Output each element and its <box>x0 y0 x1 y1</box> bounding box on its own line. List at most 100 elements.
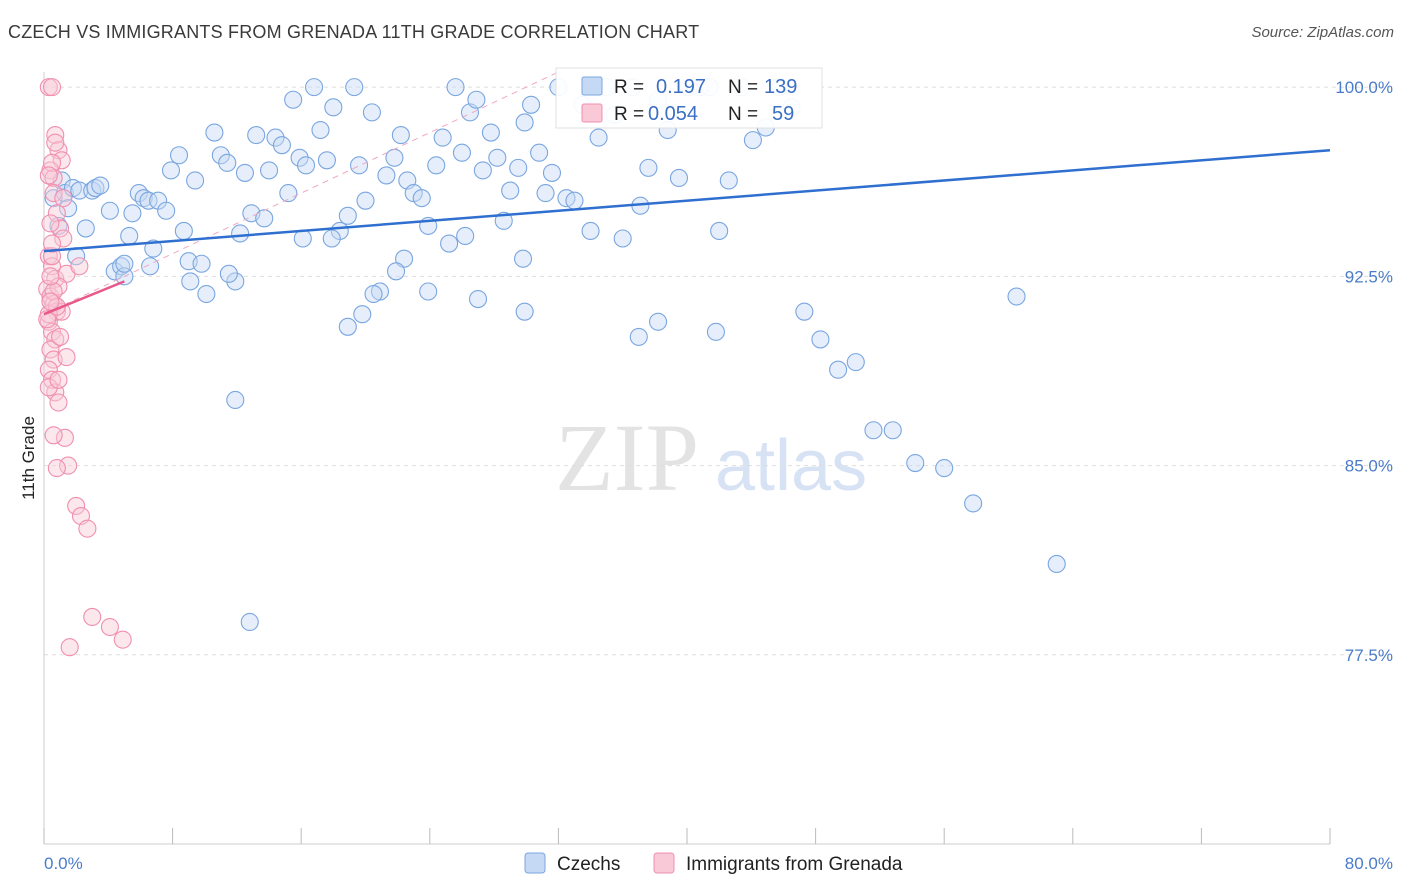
point-czechs <box>356 191 375 210</box>
point-czechs <box>186 171 205 190</box>
point-czechs <box>86 179 105 198</box>
point-grenada <box>39 166 58 185</box>
point-czechs <box>639 158 658 177</box>
point-czechs <box>317 151 336 170</box>
point-czechs <box>629 327 648 346</box>
point-grenada <box>41 340 60 359</box>
point-czechs <box>513 249 533 268</box>
point-czechs <box>311 120 330 140</box>
point-czechs <box>385 148 404 167</box>
legend-n-label-grenada: N = <box>728 104 758 125</box>
point-grenada <box>83 607 102 626</box>
point-czechs <box>211 146 230 165</box>
point-czechs <box>161 161 181 180</box>
point-czechs <box>192 254 211 273</box>
point-czechs <box>536 184 555 203</box>
point-czechs <box>488 148 507 167</box>
point-czechs <box>324 98 343 117</box>
legend-r-value-czechs: 0.197 <box>656 76 706 98</box>
source-label: Source: ZipAtlas.com <box>1251 24 1394 41</box>
point-czechs <box>218 153 237 172</box>
point-czechs <box>44 189 63 208</box>
point-czechs <box>120 226 139 246</box>
point-czechs <box>279 184 298 203</box>
point-czechs <box>345 78 364 97</box>
point-grenada <box>60 638 79 657</box>
point-grenada <box>42 234 62 253</box>
point-grenada <box>78 519 97 538</box>
point-czechs <box>412 189 431 208</box>
point-grenada <box>44 426 63 445</box>
point-czechs <box>123 204 142 223</box>
point-grenada <box>46 133 65 152</box>
point-czechs <box>240 612 259 632</box>
x-axis-ticks <box>43 828 1331 844</box>
bottom-legend-swatch-grenada <box>653 852 675 874</box>
point-czechs <box>515 302 534 321</box>
point-czechs <box>710 221 729 240</box>
legend-r-label-czechs: R = <box>614 77 644 98</box>
point-czechs <box>129 184 148 203</box>
legend-n-label-czechs: N = <box>728 77 758 98</box>
point-czechs <box>197 284 216 304</box>
point-grenada <box>47 459 66 478</box>
point-czechs <box>255 209 274 228</box>
point-czechs <box>456 226 475 246</box>
point-czechs <box>141 257 160 276</box>
point-czechs <box>100 201 119 220</box>
point-czechs <box>338 206 357 225</box>
point-czechs <box>515 113 534 132</box>
point-grenada <box>49 370 68 389</box>
point-czechs <box>743 131 762 150</box>
point-czechs <box>139 191 158 210</box>
point-czechs <box>338 317 357 336</box>
point-czechs <box>350 156 369 175</box>
point-grenada <box>44 184 63 203</box>
point-czechs <box>144 239 163 258</box>
watermark: ZIP atlas <box>555 404 867 511</box>
trendlines <box>43 71 1331 316</box>
point-czechs <box>473 161 492 180</box>
x-tick-label-max: 80.0% <box>1345 854 1393 873</box>
point-czechs <box>386 262 406 281</box>
point-czechs <box>226 272 245 291</box>
point-czechs <box>247 126 266 145</box>
y-tick-label: 85.0% <box>1345 457 1393 476</box>
point-czechs <box>364 284 383 304</box>
bottom-legend-swatch-czechs <box>524 852 546 874</box>
point-czechs <box>446 78 465 97</box>
y-tick-label: 100.0% <box>1335 78 1393 97</box>
point-grenada <box>67 496 86 515</box>
bottom-legend: Czechs Immigrants from Grenada <box>524 852 903 875</box>
point-grenada <box>47 204 66 223</box>
point-czechs <box>231 224 250 243</box>
point-czechs <box>829 360 848 379</box>
point-czechs <box>226 390 245 410</box>
series-grenada-points <box>38 78 132 657</box>
trend-extension-grenada <box>43 71 559 315</box>
point-czechs <box>419 282 438 301</box>
point-grenada <box>100 617 119 637</box>
point-czechs <box>76 219 95 238</box>
chart-title: CZECH VS IMMIGRANTS FROM GRENADA 11TH GR… <box>8 22 700 42</box>
point-czechs <box>440 234 459 253</box>
point-czechs <box>795 302 814 321</box>
point-czechs <box>581 221 600 240</box>
point-czechs <box>235 163 254 182</box>
y-tick-label: 77.5% <box>1345 646 1393 665</box>
point-czechs <box>427 156 446 175</box>
point-grenada <box>70 257 89 276</box>
point-czechs <box>219 264 238 283</box>
point-grenada <box>57 348 76 367</box>
y-tick-label: 92.5% <box>1345 267 1393 286</box>
point-grenada <box>46 126 65 145</box>
point-grenada <box>41 214 60 233</box>
legend-swatch-grenada <box>581 103 603 123</box>
point-czechs <box>91 176 110 195</box>
point-grenada <box>42 78 62 97</box>
point-czechs <box>362 103 381 122</box>
legend-r-label-grenada: R = <box>614 104 644 125</box>
point-grenada <box>49 393 68 412</box>
point-grenada <box>51 219 70 238</box>
bottom-legend-label-czechs: Czechs <box>557 854 620 875</box>
